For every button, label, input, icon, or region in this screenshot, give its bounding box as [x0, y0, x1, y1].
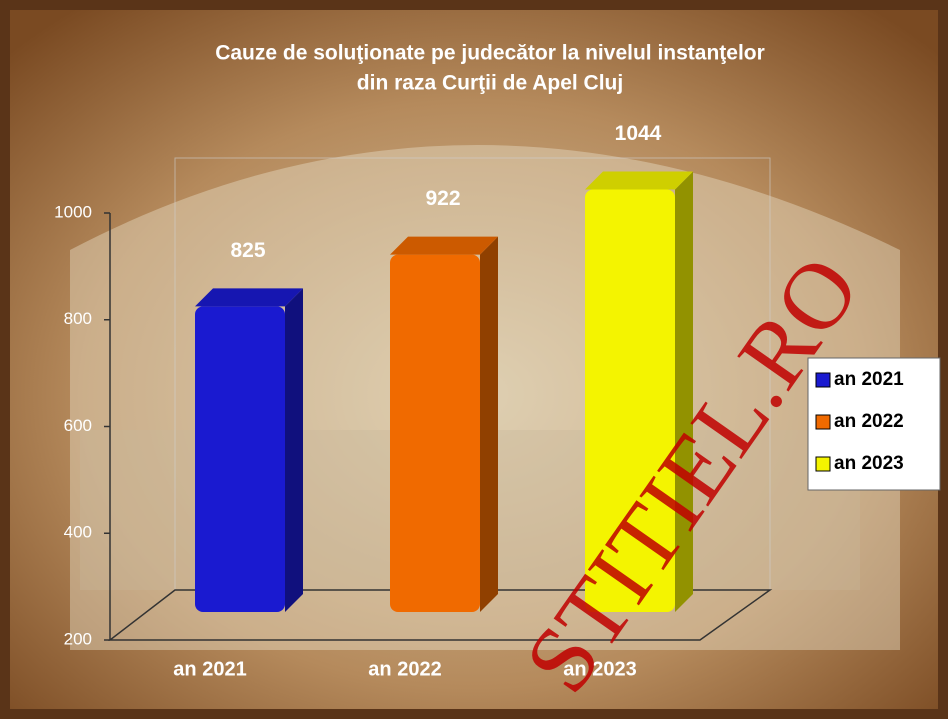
bar — [390, 255, 480, 612]
x-tick-label: an 2021 — [173, 658, 246, 680]
chart-subtitle: din raza Curţii de Apel Cluj — [357, 72, 623, 95]
chart-title: Cauze de soluţionate pe judecător la niv… — [215, 42, 765, 65]
y-tick-label: 1000 — [54, 202, 92, 221]
value-label: 1044 — [615, 122, 662, 145]
bar-top — [585, 172, 693, 190]
bar-top — [195, 288, 303, 306]
legend-label: an 2023 — [834, 453, 904, 474]
legend-swatch — [816, 457, 830, 471]
legend-label: an 2021 — [834, 369, 904, 390]
chart: Cauze de soluţionate pe judecător la niv… — [0, 0, 948, 719]
bar — [195, 306, 285, 612]
y-tick-label: 800 — [64, 309, 92, 328]
value-label: 825 — [230, 239, 265, 262]
legend-swatch — [816, 415, 830, 429]
value-label: 922 — [425, 187, 460, 210]
bar-top — [390, 237, 498, 255]
y-tick-label: 400 — [64, 523, 92, 542]
y-tick-label: 600 — [64, 416, 92, 435]
bar-side — [480, 237, 498, 612]
bar-side — [285, 288, 303, 612]
legend-label: an 2022 — [834, 411, 904, 432]
x-tick-label: an 2022 — [368, 658, 441, 680]
y-tick-label: 200 — [64, 629, 92, 648]
